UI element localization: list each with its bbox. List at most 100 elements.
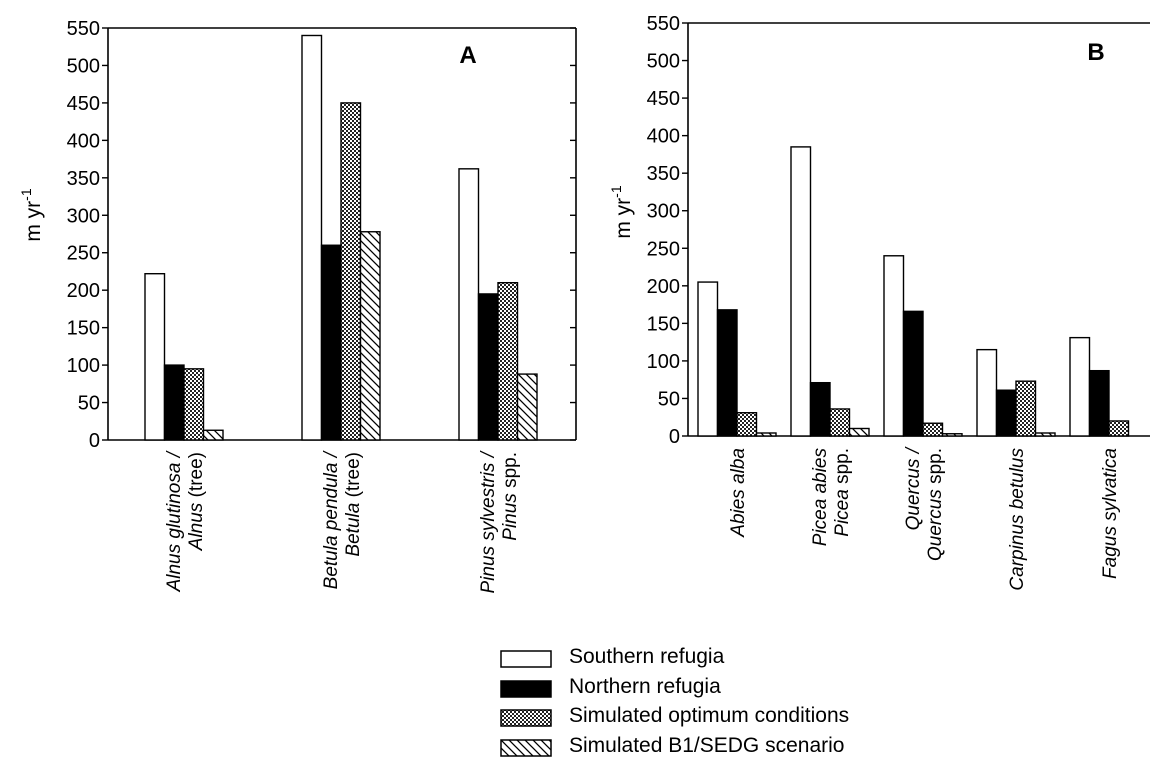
y-tick-label: 550 <box>647 13 680 35</box>
category-label-line1: Betula pendula / <box>321 450 342 589</box>
category-label-line2-suffix: (tree) <box>343 452 364 503</box>
legend-label: Southern refugia <box>569 645 724 669</box>
y-tick-label: 300 <box>647 201 680 223</box>
bar-simulated-optimum <box>923 423 943 436</box>
category-label: Carpinus betulus <box>1007 448 1028 591</box>
category-label-line1: Carpinus betulus <box>1007 448 1028 591</box>
y-tick-label: 350 <box>67 168 100 190</box>
y-tick-label: 0 <box>89 430 100 452</box>
bar-northern-refugia <box>322 245 342 440</box>
bar-simulated-b1-sedg <box>204 430 224 440</box>
panel-label: B <box>1087 39 1104 66</box>
category-label: Alnus glutinosa /Alnus (tree) <box>164 450 207 592</box>
category-label-line2-suffix: (tree) <box>186 452 207 503</box>
y-axis-label-superscript: -1 <box>18 188 34 201</box>
bar-northern-refugia <box>718 310 738 436</box>
category-label-line2-suffix: spp. <box>925 448 946 489</box>
y-tick-label: 150 <box>647 313 680 335</box>
bar-northern-refugia <box>165 365 185 440</box>
bar-simulated-optimum <box>341 103 361 440</box>
bar-simulated-optimum <box>1016 381 1036 436</box>
legend-item-southern-refugia: Southern refugia <box>500 646 1100 676</box>
y-tick-label: 550 <box>67 18 100 40</box>
bar-southern-refugia <box>791 147 811 436</box>
y-tick-label: 300 <box>67 205 100 227</box>
bar-northern-refugia <box>811 383 831 436</box>
y-tick-label: 100 <box>67 355 100 377</box>
bar-southern-refugia <box>977 350 997 436</box>
y-tick-label: 50 <box>78 393 100 415</box>
bar-simulated-b1-sedg <box>757 433 777 436</box>
legend-item-northern-refugia: Northern refugia <box>500 676 1100 706</box>
category-label-line1: Quercus / <box>903 446 924 530</box>
panel-label: A <box>459 42 476 69</box>
bar-simulated-optimum <box>737 413 757 436</box>
y-tick-label: 250 <box>67 243 100 265</box>
y-axis-label-superscript: -1 <box>608 185 624 198</box>
bar-simulated-optimum <box>184 369 204 440</box>
bar-northern-refugia <box>904 311 924 436</box>
y-axis-label: m yr-1 <box>18 188 45 241</box>
category-label: Picea abiesPicea spp. <box>810 448 853 547</box>
y-tick-label: 350 <box>647 163 680 185</box>
category-label-line2-suffix: spp. <box>500 452 521 493</box>
bar-simulated-b1-sedg <box>1036 433 1056 436</box>
legend-label: Simulated B1/SEDG scenario <box>569 734 844 758</box>
legend-label: Northern refugia <box>569 675 721 699</box>
y-tick-label: 450 <box>647 88 680 110</box>
category-label-line1: Fagus sylvatica <box>1100 448 1121 579</box>
category-label-line2: Alnus <box>186 502 207 551</box>
category-label-line2: Picea <box>832 489 853 537</box>
y-tick-label: 250 <box>647 238 680 260</box>
category-label: Quercus /Quercus spp. <box>903 446 946 561</box>
category-label: Fagus sylvatica <box>1100 448 1121 579</box>
bar-simulated-b1-sedg <box>943 434 963 436</box>
category-label-line2: Betula <box>343 503 364 557</box>
legend-swatch-solid <box>500 680 552 698</box>
legend-label: Simulated optimum conditions <box>569 704 849 728</box>
category-label-line1: Pinus sylvestris / <box>478 450 499 593</box>
category-label-line1: Picea abies <box>810 448 831 547</box>
legend-item-simulated-optimum: Simulated optimum conditions <box>500 705 1100 735</box>
bar-southern-refugia <box>698 282 718 436</box>
bar-northern-refugia <box>1090 371 1110 436</box>
y-axis-label: m yr-1 <box>608 185 635 238</box>
bar-southern-refugia <box>459 169 479 440</box>
category-label: Abies alba <box>728 448 749 538</box>
category-label-line1: Abies alba <box>728 448 749 538</box>
legend: Southern refugia Northern refugia Simula… <box>500 646 1100 764</box>
bar-southern-refugia <box>884 256 904 436</box>
bar-simulated-b1-sedg <box>518 374 538 440</box>
legend-swatch-crosshatch <box>500 709 552 727</box>
y-axis-label-text: m yr <box>22 201 45 242</box>
bar-simulated-optimum <box>1109 421 1129 436</box>
category-label-line2: Pinus <box>500 493 521 541</box>
y-tick-label: 150 <box>67 318 100 340</box>
y-tick-label: 400 <box>647 126 680 148</box>
bar-southern-refugia <box>1070 338 1090 436</box>
y-tick-label: 100 <box>647 351 680 373</box>
legend-swatch-diagonal <box>500 739 552 757</box>
bar-simulated-b1-sedg <box>850 428 870 436</box>
category-label: Pinus sylvestris /Pinus spp. <box>478 450 521 593</box>
bar-southern-refugia <box>302 35 322 440</box>
category-label-line2-suffix: spp. <box>832 448 853 489</box>
bar-northern-refugia <box>479 294 499 440</box>
y-tick-label: 200 <box>67 280 100 302</box>
bar-northern-refugia <box>997 390 1017 436</box>
y-axis-label-text: m yr <box>612 198 635 239</box>
category-label-line2: Quercus <box>925 489 946 561</box>
y-tick-label: 200 <box>647 276 680 298</box>
bar-simulated-b1-sedg <box>361 232 381 440</box>
bar-southern-refugia <box>145 274 165 440</box>
y-tick-label: 0 <box>669 426 680 448</box>
bar-simulated-optimum <box>498 283 518 440</box>
y-tick-label: 500 <box>67 55 100 77</box>
category-label: Betula pendula /Betula (tree) <box>321 450 364 589</box>
category-label-line1: Alnus glutinosa / <box>164 450 185 592</box>
bar-simulated-optimum <box>830 409 850 436</box>
y-tick-label: 500 <box>647 51 680 73</box>
legend-swatch-open <box>500 650 552 668</box>
